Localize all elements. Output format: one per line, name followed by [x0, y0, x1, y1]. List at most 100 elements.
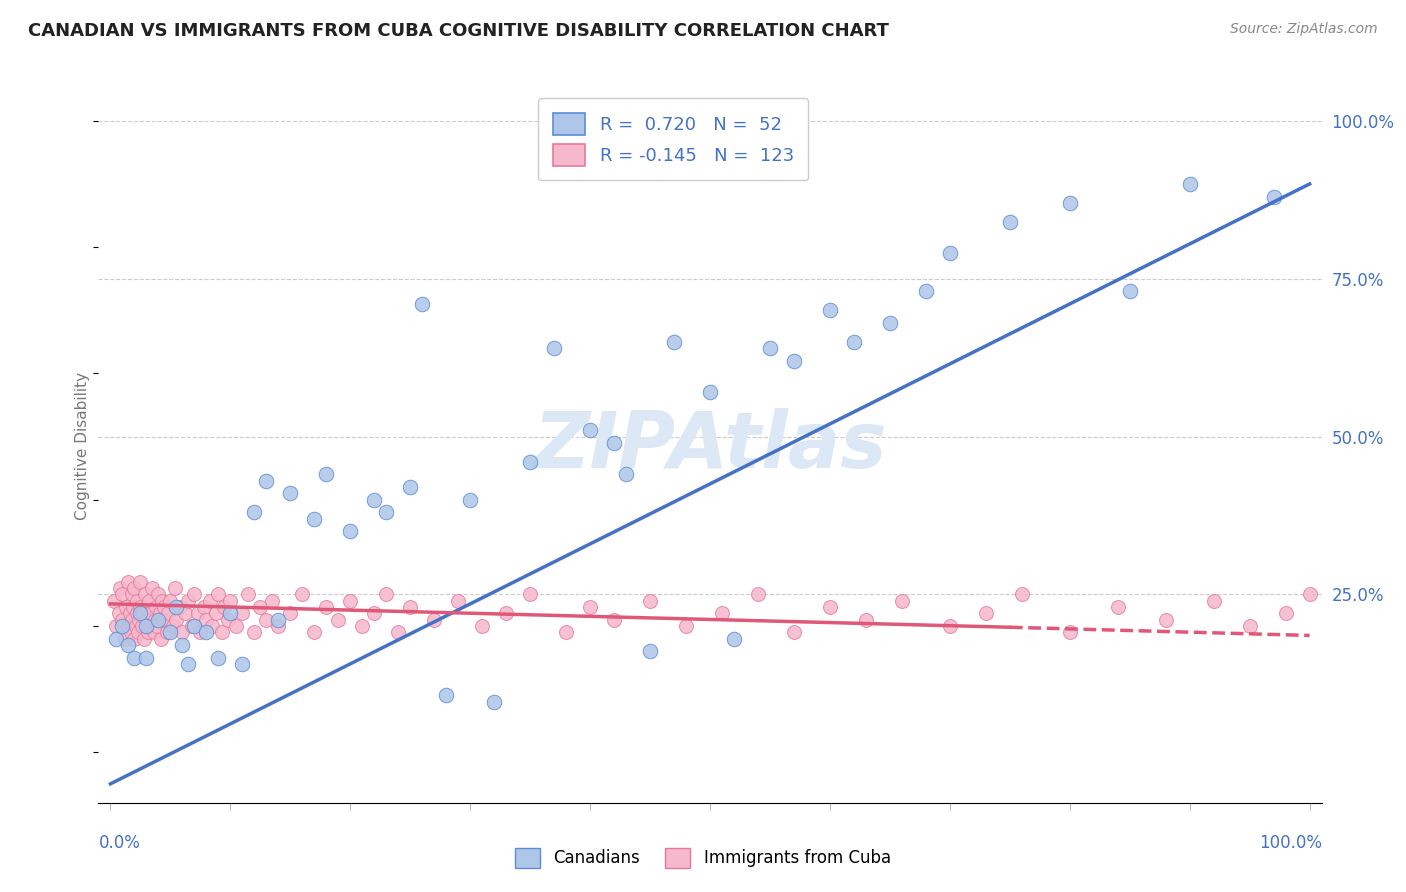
- Point: [139, 619, 162, 633]
- Point: [315, 467, 337, 482]
- Point: [1119, 285, 1142, 299]
- Point: [135, 600, 157, 615]
- Point: [1239, 619, 1261, 633]
- Point: [188, 625, 212, 640]
- Point: [149, 632, 172, 646]
- Point: [243, 625, 266, 640]
- Point: [145, 600, 167, 615]
- Point: [231, 657, 253, 671]
- Point: [243, 505, 266, 519]
- Point: [879, 316, 901, 330]
- Point: [135, 613, 157, 627]
- Point: [152, 613, 174, 627]
- Point: [131, 619, 153, 633]
- Point: [105, 632, 128, 646]
- Point: [328, 613, 350, 627]
- Point: [141, 607, 163, 621]
- Point: [207, 587, 229, 601]
- Point: [375, 505, 398, 519]
- Point: [148, 613, 170, 627]
- Point: [974, 607, 997, 621]
- Text: 0.0%: 0.0%: [98, 834, 141, 852]
- Point: [603, 435, 626, 450]
- Point: [387, 625, 409, 640]
- Point: [103, 593, 125, 607]
- Point: [183, 619, 205, 633]
- Point: [818, 600, 841, 615]
- Point: [198, 593, 221, 607]
- Point: [447, 593, 470, 607]
- Text: ZIPAtlas: ZIPAtlas: [533, 408, 887, 484]
- Point: [148, 587, 170, 601]
- Point: [411, 297, 433, 311]
- Point: [399, 480, 422, 494]
- Point: [115, 600, 138, 615]
- Point: [108, 607, 131, 621]
- Point: [759, 341, 782, 355]
- Point: [143, 613, 166, 627]
- Point: [136, 625, 159, 640]
- Point: [135, 650, 157, 665]
- Point: [675, 619, 697, 633]
- Point: [125, 593, 148, 607]
- Point: [939, 246, 962, 260]
- Point: [207, 650, 229, 665]
- Point: [124, 581, 146, 595]
- Point: [156, 625, 179, 640]
- Point: [783, 353, 806, 368]
- Point: [579, 423, 602, 437]
- Legend: R =  0.720   N =  52, R = -0.145   N =  123: R = 0.720 N = 52, R = -0.145 N = 123: [538, 98, 808, 180]
- Point: [122, 600, 145, 615]
- Point: [117, 619, 139, 633]
- Point: [1107, 600, 1129, 615]
- Point: [1347, 600, 1369, 615]
- Point: [181, 619, 204, 633]
- Text: 100.0%: 100.0%: [1258, 834, 1322, 852]
- Point: [211, 625, 233, 640]
- Point: [1011, 587, 1033, 601]
- Point: [543, 341, 565, 355]
- Point: [172, 638, 194, 652]
- Point: [1323, 625, 1346, 640]
- Point: [132, 607, 155, 621]
- Point: [105, 619, 128, 633]
- Point: [127, 625, 149, 640]
- Point: [267, 619, 290, 633]
- Point: [482, 695, 505, 709]
- Point: [998, 215, 1021, 229]
- Point: [217, 613, 239, 627]
- Point: [638, 593, 661, 607]
- Point: [352, 619, 374, 633]
- Point: [495, 607, 517, 621]
- Point: [399, 600, 422, 615]
- Point: [519, 455, 541, 469]
- Point: [219, 593, 242, 607]
- Point: [1154, 613, 1177, 627]
- Point: [699, 385, 721, 400]
- Point: [555, 625, 578, 640]
- Point: [278, 486, 301, 500]
- Point: [138, 593, 160, 607]
- Point: [614, 467, 637, 482]
- Point: [723, 632, 745, 646]
- Point: [111, 587, 134, 601]
- Point: [165, 600, 187, 615]
- Point: [231, 607, 253, 621]
- Point: [315, 600, 337, 615]
- Point: [890, 593, 912, 607]
- Point: [939, 619, 962, 633]
- Text: Source: ZipAtlas.com: Source: ZipAtlas.com: [1230, 22, 1378, 37]
- Point: [183, 587, 205, 601]
- Point: [249, 600, 271, 615]
- Point: [177, 593, 200, 607]
- Y-axis label: Cognitive Disability: Cognitive Disability: [75, 372, 90, 520]
- Point: [519, 587, 541, 601]
- Point: [662, 334, 685, 349]
- Point: [132, 632, 155, 646]
- Point: [150, 593, 173, 607]
- Point: [121, 587, 143, 601]
- Point: [111, 619, 134, 633]
- Point: [165, 613, 187, 627]
- Point: [855, 613, 877, 627]
- Point: [1371, 613, 1393, 627]
